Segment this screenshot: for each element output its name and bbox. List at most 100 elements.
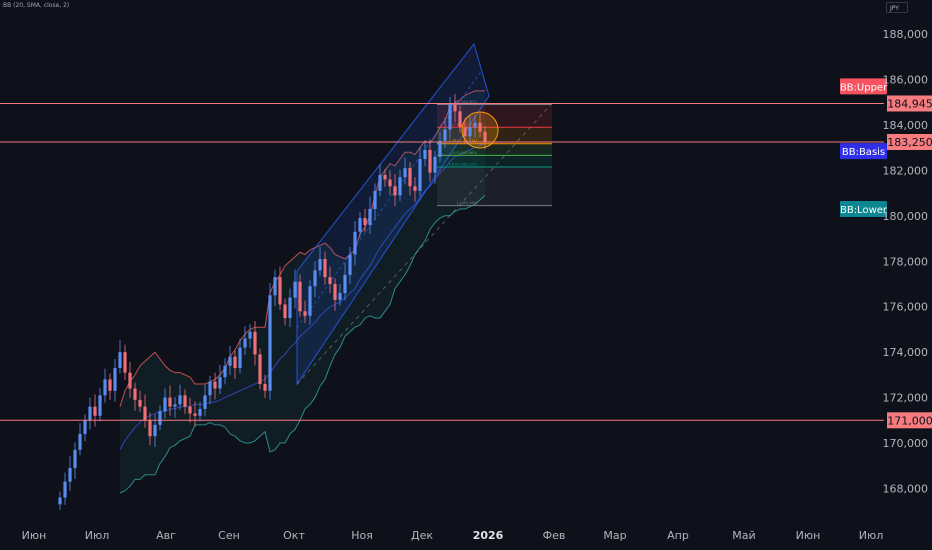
candle-bear	[393, 186, 397, 196]
candle-bull	[293, 281, 297, 298]
time-axis-label: Май	[732, 529, 755, 542]
candle-bull	[103, 379, 107, 396]
candle-bear	[133, 388, 137, 400]
candle-bull	[318, 259, 322, 271]
fib-level-label: 1 (180,448)	[456, 201, 477, 205]
candle-bear	[458, 111, 462, 128]
candle-bull	[63, 481, 67, 498]
candle-bear	[363, 218, 367, 225]
price-axis-tick: 170,000	[883, 437, 929, 450]
candle-bull	[218, 377, 222, 389]
candle-bear	[193, 413, 197, 416]
price-axis-tick: 178,000	[883, 255, 929, 268]
candle-bear	[283, 304, 287, 319]
time-axis-label: Мар	[603, 529, 626, 542]
time-axis-label: Апр	[667, 529, 689, 542]
candle-bear	[323, 259, 327, 278]
candle-bull	[343, 274, 347, 294]
price-axis-tick: 188,000	[883, 28, 929, 41]
horizontal-price-lines[interactable]: 184,945 183,250 171,000 BB:Upper BB:Basis BB:…	[0, 78, 932, 429]
candle-bull	[473, 122, 477, 128]
time-axis-label: Июн	[22, 529, 47, 542]
candle-bear	[278, 277, 282, 305]
bb-basis-line	[119, 142, 486, 451]
candle-bull	[358, 218, 362, 232]
price-axis-tick: 176,000	[883, 301, 929, 314]
price-axis-tick: 182,000	[883, 164, 929, 177]
candle-bear	[463, 127, 467, 137]
fib-zone	[437, 155, 552, 167]
candle-bear	[483, 131, 487, 142]
fib-zone	[437, 166, 552, 206]
candles	[58, 93, 487, 510]
candle-bear	[303, 311, 307, 316]
price-label-bg	[887, 133, 932, 150]
currency-badge[interactable]: JPY	[886, 2, 908, 13]
candle-bear	[263, 383, 267, 391]
candle-bear	[93, 406, 97, 416]
candle-bull	[378, 174, 382, 191]
candle-bear	[108, 379, 112, 391]
candle-bull	[313, 270, 317, 287]
price-axis-tick: 180,000	[883, 210, 929, 223]
candle-bull	[423, 149, 427, 160]
candle-bull	[353, 231, 357, 255]
candle-bear	[388, 179, 392, 187]
time-axis-label: Июн	[796, 529, 821, 542]
candle-bull	[448, 104, 452, 130]
bb-upper-tag: BB:Upper	[840, 82, 888, 93]
candle-bull	[288, 297, 292, 319]
fib-level-label: 0.618 (182,151)	[449, 162, 478, 166]
candle-bear	[128, 372, 132, 389]
bb-basis-tag: BB:Basis	[842, 147, 885, 158]
candle-bull	[308, 286, 312, 316]
candle-bull	[178, 395, 182, 405]
time-axis-label: Июл	[85, 529, 110, 542]
candle-bull	[78, 433, 82, 450]
price-axis-tick: 168,000	[883, 482, 929, 495]
candle-bear	[123, 352, 127, 373]
candle-bull	[438, 140, 442, 157]
price-axis-tick: 186,000	[883, 74, 929, 87]
candle-bull	[348, 254, 352, 275]
fib-level-label: 0.5 (182,663)	[453, 151, 478, 155]
price-axis-tick: 184,000	[883, 119, 929, 132]
time-axis-label: Окт	[283, 529, 305, 542]
price-line-label: 184,945	[887, 97, 932, 110]
candle-bear	[328, 277, 332, 284]
candle-bull	[88, 406, 92, 421]
price-axis[interactable]: 188,000 186,000 184,000 182,000 180,000 178,0…	[883, 28, 929, 495]
candle-bull	[68, 468, 72, 482]
time-axis-label: Ноя	[351, 529, 373, 542]
time-axis[interactable]: Июн Июл Авг Сен Окт Ноя Дек 2026 Фев Мар Апр Май Июн…	[22, 529, 884, 542]
candle-bull	[58, 497, 62, 505]
candle-bull	[228, 356, 232, 366]
price-axis-tick: 172,000	[883, 392, 929, 405]
candle-bear	[188, 406, 192, 414]
indicator-legend[interactable]: BB (20, SMA, close, 2)	[3, 2, 70, 9]
candle-bear	[298, 281, 302, 312]
candle-bear	[428, 149, 432, 173]
candle-bear	[143, 406, 147, 421]
price-line-label: 183,250	[887, 136, 932, 149]
candle-bull	[418, 159, 422, 191]
candle-bull	[203, 395, 207, 409]
candle-bull	[443, 129, 447, 141]
candle-bear	[333, 283, 337, 300]
fib-level-label: 0.382 (183,174)	[449, 139, 478, 143]
price-label-bg	[887, 412, 932, 429]
price-label-bg	[887, 95, 932, 112]
candle-bull	[468, 127, 472, 137]
candle-bear	[148, 420, 152, 437]
candle-bull	[248, 331, 252, 339]
bb-lower-tag: BB:Lower	[840, 205, 888, 216]
candle-bear	[233, 356, 237, 369]
candle-bull	[113, 368, 117, 391]
candle-bear	[258, 354, 262, 384]
bb-lower-line	[119, 195, 486, 494]
time-axis-label: Авг	[156, 529, 176, 542]
time-axis-label: Дек	[411, 529, 433, 542]
time-axis-label: Июл	[859, 529, 884, 542]
fib-retracement-drawing[interactable]: 0 (184,903)0.236 (183,899)0.382 (183,174…	[437, 100, 552, 207]
